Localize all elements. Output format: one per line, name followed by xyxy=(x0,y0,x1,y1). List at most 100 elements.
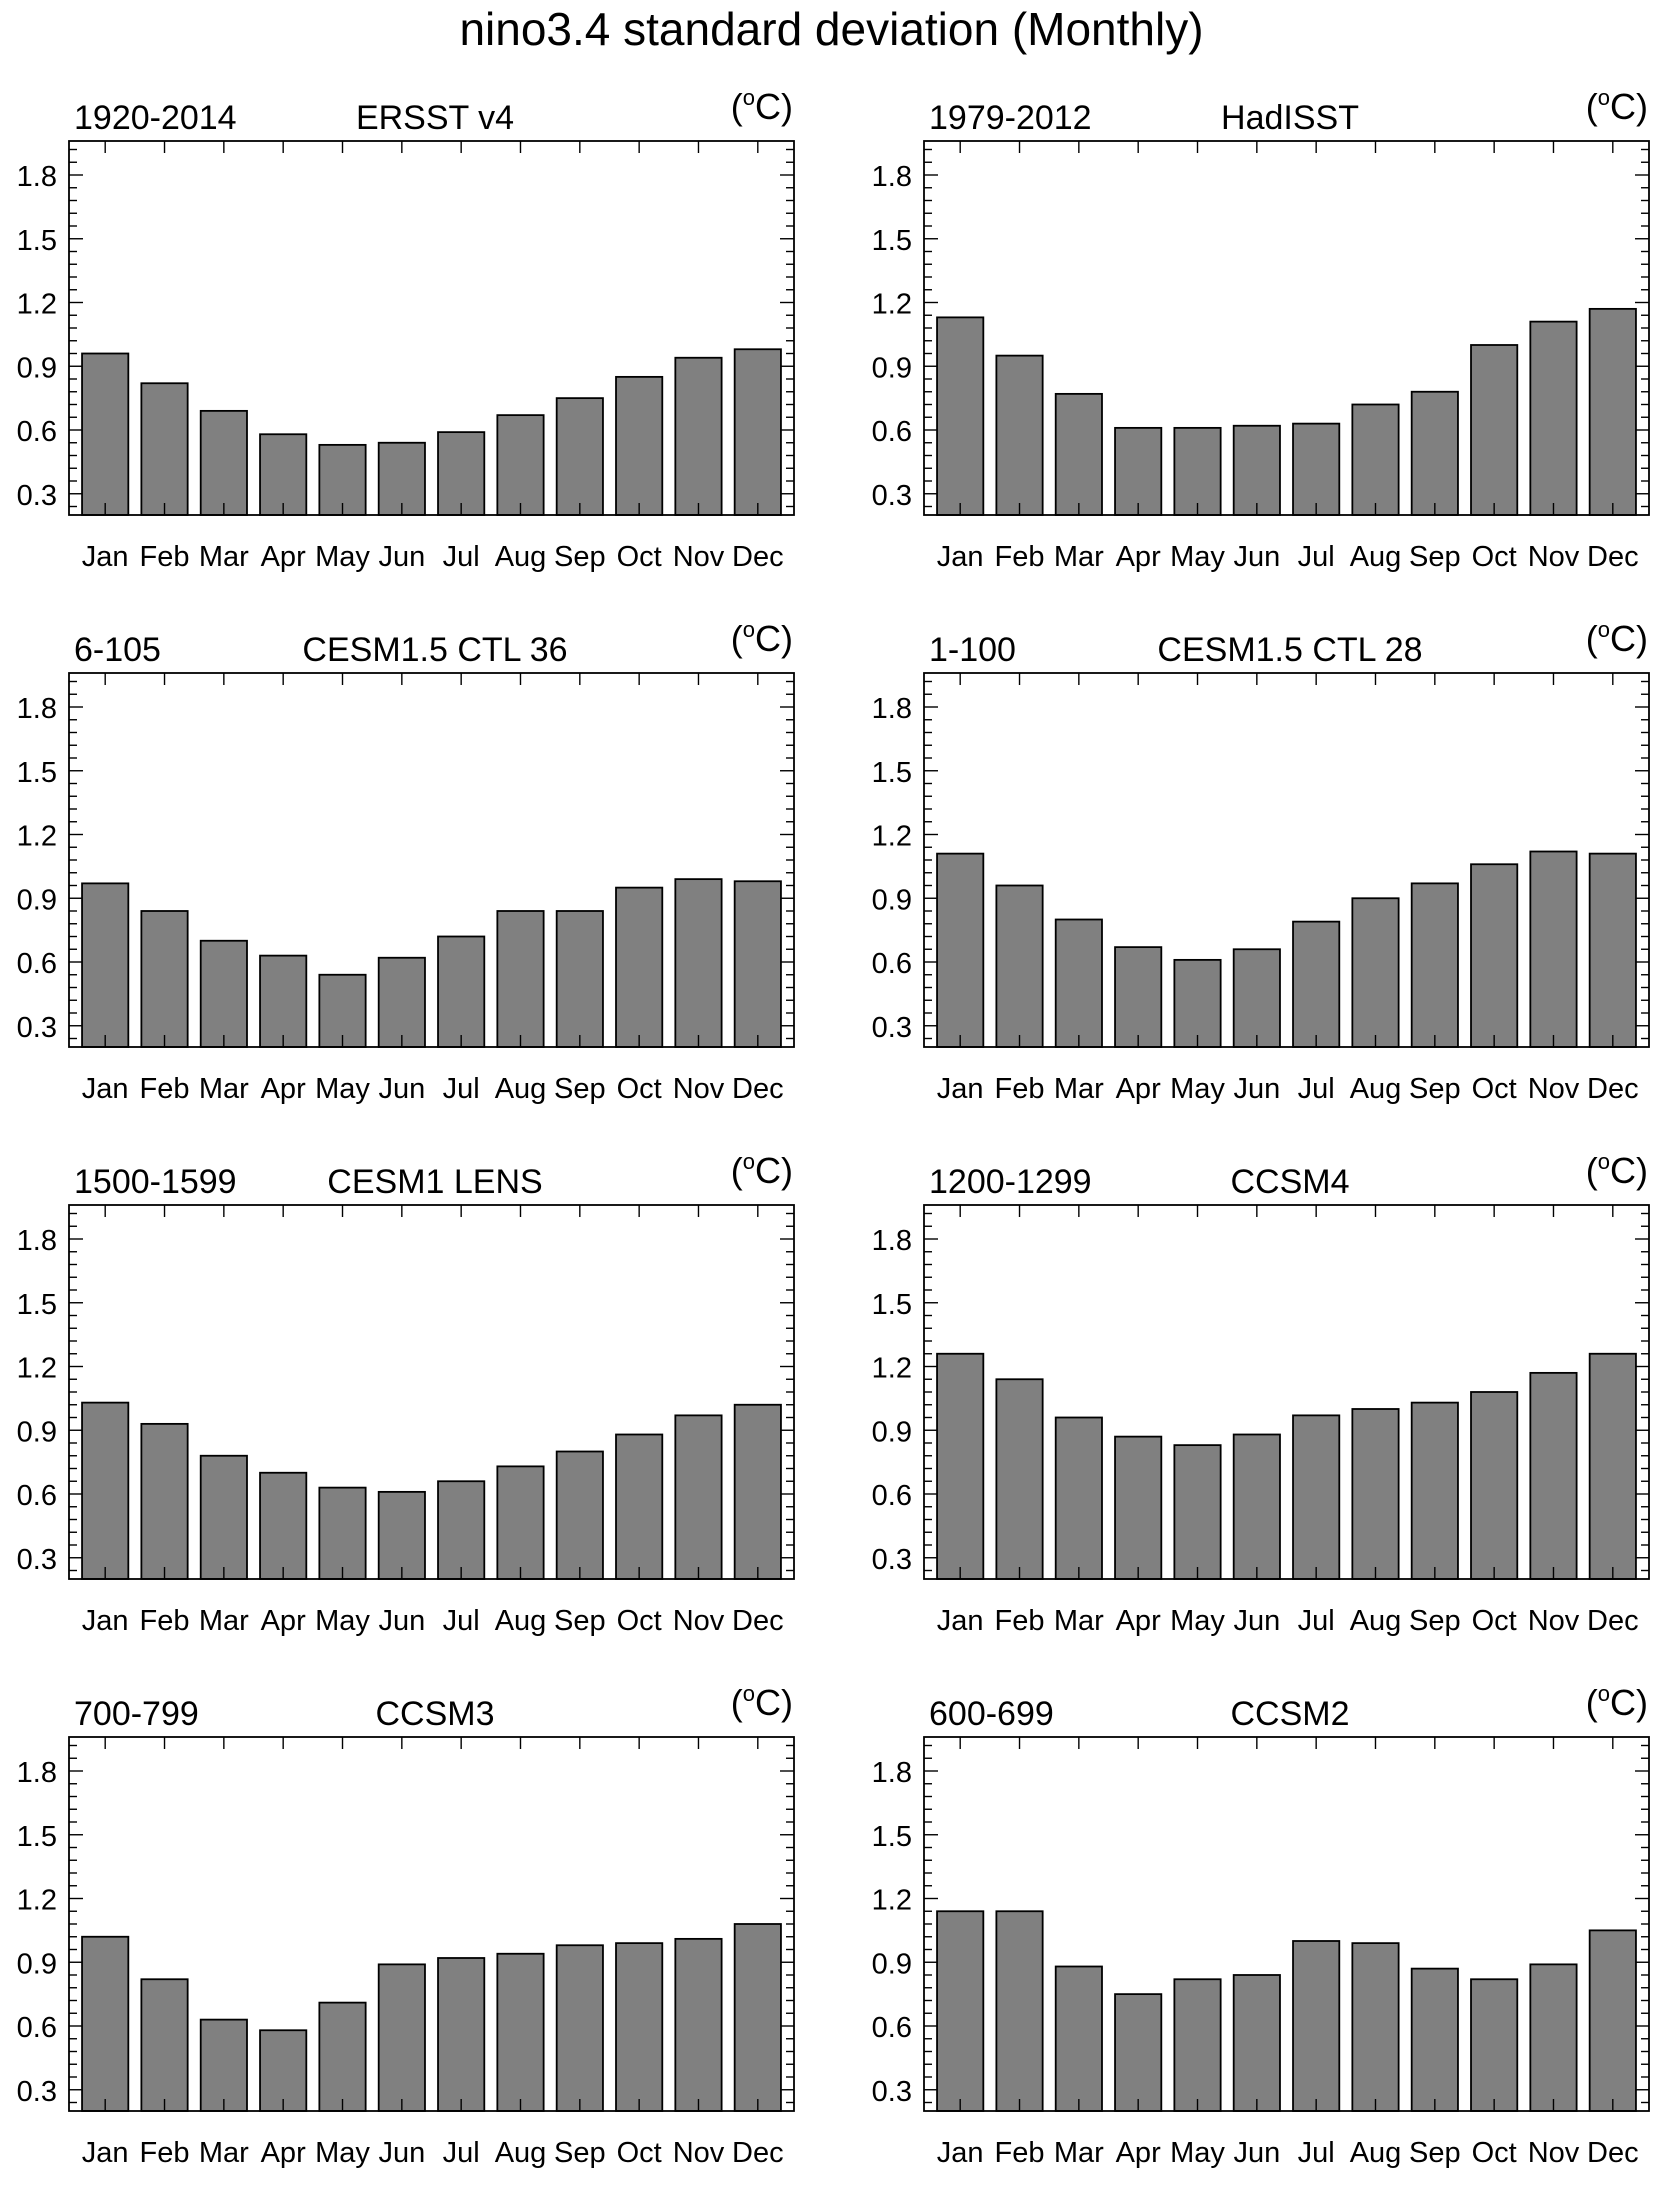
x-tick-label: May xyxy=(315,541,370,573)
panel-period-label: 1920-2014 xyxy=(74,99,237,137)
bar xyxy=(199,1454,248,1580)
bar xyxy=(615,375,664,516)
bar xyxy=(377,956,426,1048)
x-tick-label: Jan xyxy=(82,541,129,573)
bar xyxy=(377,1963,426,2112)
bar xyxy=(995,1378,1044,1580)
bar xyxy=(318,973,367,1048)
x-tick-label: Nov xyxy=(673,541,725,573)
bar xyxy=(1351,1408,1400,1580)
x-tick-label: Jul xyxy=(1298,1073,1335,1105)
y-tick-label: 1.8 xyxy=(872,161,912,193)
x-tick-label: Nov xyxy=(1528,1605,1580,1637)
bar xyxy=(1114,946,1163,1048)
bar xyxy=(1232,1433,1281,1580)
x-tick-label: May xyxy=(1170,2137,1225,2169)
y-tick-label: 0.3 xyxy=(17,480,57,512)
bar xyxy=(199,939,248,1048)
bar xyxy=(496,1465,545,1580)
x-tick-label: Aug xyxy=(495,541,547,573)
bar xyxy=(995,1910,1044,2112)
bar xyxy=(496,414,545,516)
x-tick-label: Dec xyxy=(732,541,784,573)
x-tick-label: Nov xyxy=(1528,541,1580,573)
bar xyxy=(555,1944,604,2112)
x-tick-label: Jan xyxy=(82,1073,129,1105)
bar xyxy=(1173,958,1222,1048)
x-tick-label: Apr xyxy=(1116,2137,1161,2169)
bar xyxy=(1588,852,1637,1048)
x-tick-label: Jan xyxy=(937,1605,984,1637)
bar xyxy=(1470,1391,1519,1580)
y-tick-label: 0.9 xyxy=(17,1948,57,1980)
x-tick-label: Oct xyxy=(617,2137,662,2169)
x-tick-label: Aug xyxy=(1350,2137,1402,2169)
panel-period-label: 1-100 xyxy=(929,631,1016,669)
x-tick-label: Dec xyxy=(732,2137,784,2169)
plot-frame xyxy=(68,1736,795,2112)
y-tick-label: 0.3 xyxy=(872,480,912,512)
bar xyxy=(1292,1940,1341,2112)
y-tick-label: 0.9 xyxy=(872,352,912,384)
panel-title: CCSM2 xyxy=(1230,1695,1349,1733)
x-tick-label: Jul xyxy=(443,1073,480,1105)
x-tick-label: Nov xyxy=(673,1605,725,1637)
x-tick-label: Apr xyxy=(1116,541,1161,573)
x-tick-label: Feb xyxy=(995,1605,1045,1637)
panel-title: CESM1 LENS xyxy=(327,1163,542,1201)
x-tick-label: Aug xyxy=(1350,541,1402,573)
bar xyxy=(1114,426,1163,516)
y-tick-label: 0.6 xyxy=(872,948,912,980)
y-tick-label: 1.8 xyxy=(872,693,912,725)
bar xyxy=(615,1433,664,1580)
x-tick-label: Jun xyxy=(1233,541,1280,573)
bar xyxy=(437,431,486,516)
plot-frame xyxy=(923,672,1650,1048)
panel-period-label: 1200-1299 xyxy=(929,1163,1092,1201)
bar xyxy=(140,1422,189,1580)
chart-panel-3: 6-105 CESM1.5 CTL 36 (oC) 0.3 0.6 0.9 1.2 1.5 1.… xyxy=(17,617,795,1105)
bar xyxy=(555,1450,604,1580)
chart-panel-4: 1-100 CESM1.5 CTL 28 (oC) 0.3 0.6 0.9 1.2 1.5 1.… xyxy=(872,617,1650,1105)
bar xyxy=(1529,850,1578,1048)
plot-frame xyxy=(923,1736,1650,2112)
x-tick-label: Jun xyxy=(378,1073,425,1105)
bar xyxy=(199,2018,248,2112)
bar xyxy=(81,882,130,1048)
x-tick-label: Nov xyxy=(673,1073,725,1105)
bar xyxy=(733,348,782,516)
x-tick-label: Aug xyxy=(495,1073,547,1105)
y-tick-label: 0.6 xyxy=(872,1480,912,1512)
bar xyxy=(1292,1414,1341,1580)
x-tick-label: Apr xyxy=(261,2137,306,2169)
panel-title: CCSM4 xyxy=(1230,1163,1349,1201)
x-tick-label: Jun xyxy=(1233,1073,1280,1105)
bar xyxy=(377,1490,426,1580)
bar xyxy=(140,910,189,1048)
y-tick-label: 1.5 xyxy=(872,1821,912,1853)
bar xyxy=(81,1401,130,1580)
x-tick-label: Sep xyxy=(554,2137,606,2169)
x-tick-label: Apr xyxy=(1116,1605,1161,1637)
x-tick-label: Sep xyxy=(1409,1605,1461,1637)
x-tick-label: Jul xyxy=(443,541,480,573)
panel-unit-label: (oC) xyxy=(1586,617,1648,659)
y-tick-label: 0.9 xyxy=(872,1948,912,1980)
panel-period-label: 6-105 xyxy=(74,631,161,669)
bar xyxy=(1232,1974,1281,2112)
page-title: nino3.4 standard deviation (Monthly) xyxy=(459,3,1204,55)
x-tick-label: Aug xyxy=(495,2137,547,2169)
bar xyxy=(140,382,189,516)
bar xyxy=(1054,1416,1103,1580)
y-tick-label: 0.9 xyxy=(17,884,57,916)
x-tick-label: Jan xyxy=(82,1605,129,1637)
x-tick-label: Oct xyxy=(1472,1605,1517,1637)
y-tick-label: 1.8 xyxy=(17,1757,57,1789)
y-tick-label: 0.6 xyxy=(17,416,57,448)
y-tick-label: 0.3 xyxy=(872,2076,912,2108)
y-tick-label: 1.5 xyxy=(17,1821,57,1853)
bar xyxy=(1470,863,1519,1048)
y-tick-label: 1.2 xyxy=(17,1353,57,1385)
